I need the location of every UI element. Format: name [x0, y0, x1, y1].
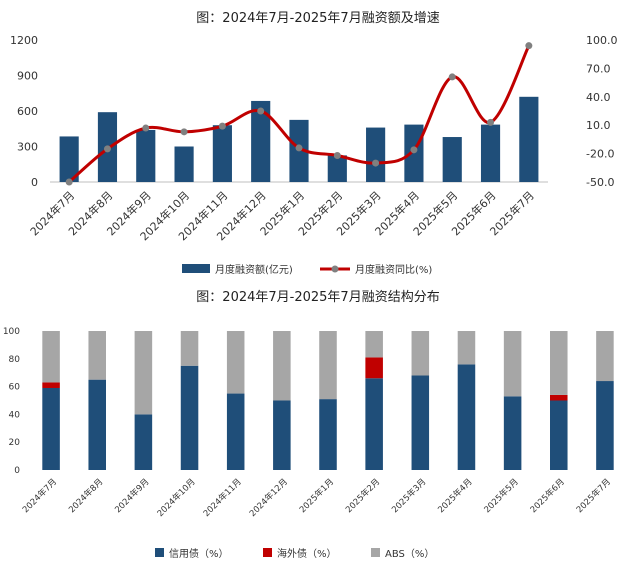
chart-2-segment — [503, 331, 522, 397]
chart-2-x-label: 2024年11月 — [201, 476, 244, 519]
chart-2-x-label: 2024年10月 — [155, 476, 198, 519]
chart-1-bar — [212, 125, 232, 182]
chart-1-bar — [519, 96, 539, 182]
chart-2-segment — [273, 331, 291, 401]
chart-2-segment — [365, 331, 383, 358]
chart-2-x-label: 2025年7月 — [574, 476, 613, 515]
chart-1-right-tick: 70.0 — [586, 62, 611, 75]
chart-1-line-point — [410, 146, 418, 154]
chart-2-segment — [42, 387, 60, 470]
chart-2-y-tick: 100 — [3, 327, 20, 337]
chart-2-x-label: 2024年12月 — [247, 476, 290, 519]
chart-1-right-tick: -20.0 — [586, 148, 614, 161]
chart-1-line-point — [180, 128, 188, 136]
chart-1-bar — [59, 136, 79, 182]
chart-2-segment — [457, 364, 476, 470]
chart-2-segment — [457, 331, 476, 365]
chart-1-left-tick: 0 — [31, 176, 38, 189]
chart-1-line-point — [65, 178, 73, 186]
chart-2-x-label: 2024年7月 — [20, 476, 59, 515]
chart-2-segment — [596, 331, 614, 382]
chart-1-bar — [366, 127, 386, 182]
chart-2-segment — [550, 394, 568, 401]
chart-2-segment — [365, 357, 383, 379]
chart-2-y-tick: 40 — [9, 410, 21, 420]
chart-1-legend-bar-label: 月度融资额(亿元) — [215, 263, 293, 276]
chart-2-segment — [319, 331, 337, 400]
chart-1-line-point — [257, 107, 265, 115]
chart-1-line-point — [218, 122, 226, 130]
chart-2-segment — [503, 396, 522, 470]
chart-1-legend-line-label: 月度融资同比(%) — [355, 263, 432, 276]
chart-2-segment — [226, 331, 245, 394]
chart-1-bar — [480, 124, 501, 182]
chart-2-y-tick: 20 — [9, 438, 21, 448]
chart-2-x-label: 2025年6月 — [528, 476, 567, 515]
chart-2-segment — [550, 400, 568, 470]
chart-2-title: 图：2024年7月-2025年7月融资结构分布 — [196, 290, 439, 305]
chart-2-segment — [180, 365, 199, 470]
chart-2-segment — [411, 331, 430, 376]
chart-1-left-tick: 300 — [17, 141, 38, 154]
chart-1-right-tick: -50.0 — [586, 176, 614, 189]
chart-1-right-tick: 100.0 — [586, 34, 618, 47]
chart-2-segment — [319, 399, 337, 470]
chart-2-legend-label: 信用债（%） — [169, 547, 229, 560]
chart-1-line-point — [525, 42, 533, 50]
chart-2-segment — [365, 378, 383, 470]
chart-2-x-label: 2025年5月 — [482, 476, 521, 515]
chart-2-segment — [42, 382, 60, 388]
chart-1-line-point — [142, 124, 150, 132]
chart-1-right-tick: 40.0 — [586, 91, 611, 104]
chart-1-bar — [136, 129, 156, 182]
chart-2: 图：2024年7月-2025年7月融资结构分布 0 20 40 60 80 100 2024年… — [3, 290, 614, 560]
chart-2-segment — [180, 331, 199, 366]
chart-1-right-tick: 10.0 — [586, 119, 611, 132]
chart-2-legend-swatch — [371, 548, 380, 557]
chart-2-x-label: 2024年9月 — [113, 476, 152, 515]
chart-1-bar — [251, 100, 271, 182]
chart-1: 图：2024年7月-2025年7月融资额及增速 0 300 600 900 1200 -50… — [10, 11, 618, 276]
chart-2-legend-swatch — [155, 548, 164, 557]
chart-2-legend-label: 海外债（%） — [277, 547, 337, 560]
chart-2-x-label: 2025年2月 — [343, 476, 382, 515]
chart-2-segment — [88, 379, 106, 470]
chart-2-segment — [411, 375, 430, 470]
chart-1-legend-bar-swatch — [182, 264, 210, 273]
chart-2-segment — [88, 331, 106, 380]
chart-1-bar — [174, 146, 194, 182]
chart-1-line-point — [295, 144, 303, 152]
chart-2-segment — [550, 331, 568, 395]
chart-1-line-point — [333, 151, 341, 159]
chart-2-x-label: 2024年8月 — [66, 476, 105, 515]
chart-2-segment — [226, 393, 245, 470]
chart-1-line-point — [487, 118, 495, 126]
chart-2-legend-label: ABS（%） — [385, 548, 434, 560]
chart-2-y-tick: 0 — [14, 466, 20, 476]
chart-1-line-point — [103, 145, 111, 153]
chart-1-line-point — [372, 159, 380, 167]
chart-1-left-tick: 1200 — [10, 34, 38, 47]
chart-2-segment — [134, 414, 153, 470]
chart-1-bar — [442, 137, 462, 182]
chart-1-left-tick: 900 — [17, 70, 38, 83]
chart-2-legend-swatch — [263, 548, 272, 557]
chart-2-segment — [42, 331, 60, 383]
chart-1-line-point — [448, 73, 456, 81]
chart-2-segment — [273, 400, 291, 470]
chart-2-segment — [134, 331, 153, 415]
chart-2-x-label: 2025年1月 — [297, 476, 336, 515]
chart-2-y-tick: 80 — [9, 355, 21, 365]
chart-1-legend-line-marker — [331, 265, 339, 273]
chart-2-x-label: 2025年3月 — [390, 476, 429, 515]
chart-2-segment — [596, 381, 614, 470]
chart-1-title: 图：2024年7月-2025年7月融资额及增速 — [196, 11, 439, 26]
chart-1-left-tick: 600 — [17, 105, 38, 118]
chart-1-bar — [327, 155, 347, 182]
chart-2-x-label: 2025年4月 — [436, 476, 475, 515]
chart-2-y-tick: 60 — [9, 383, 21, 393]
